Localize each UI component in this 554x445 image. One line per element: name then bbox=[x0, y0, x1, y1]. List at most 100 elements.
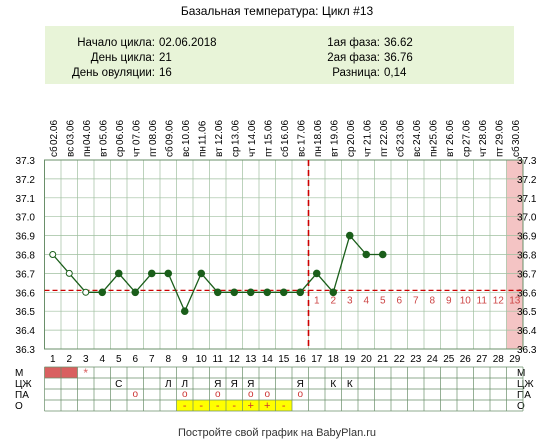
cycle-start-label: Начало цикла: bbox=[77, 37, 155, 49]
y-tick-label-left: 36.4 bbox=[16, 326, 36, 337]
weekday-label: вс bbox=[65, 147, 76, 157]
day-number: 29 bbox=[509, 354, 521, 365]
ovulation-test-mark: - bbox=[232, 400, 236, 412]
luteal-day-number: 11 bbox=[477, 295, 488, 306]
date-label: 17.06 bbox=[296, 120, 307, 145]
date-label: 11.06 bbox=[197, 120, 208, 145]
y-axis-labels: 37.3 37.3 37.2 37.2 37.1 37.1 37.0 37.0 36.9 36.9… bbox=[16, 156, 537, 356]
temperature-point bbox=[114, 269, 123, 278]
weekday-label: пн bbox=[82, 146, 93, 157]
weekday-label: пт bbox=[263, 147, 274, 157]
date-label: 10.06 bbox=[181, 120, 192, 145]
temperature-point bbox=[246, 288, 255, 297]
weekday-label: вс bbox=[412, 147, 423, 157]
date-label: 02.06 bbox=[49, 120, 60, 145]
weekday-label: ср bbox=[346, 146, 357, 157]
weekday-label: вт bbox=[329, 147, 340, 157]
cycle-start-value: 02.06.2018 bbox=[159, 37, 217, 49]
ovulation-day-label: День овуляции: bbox=[72, 67, 155, 79]
luteal-day-number: 6 bbox=[396, 295, 402, 306]
luteal-day-number: 12 bbox=[493, 295, 505, 306]
date-label: 27.06 bbox=[461, 120, 472, 145]
weekday-label: ср bbox=[461, 146, 472, 157]
date-label: 14.06 bbox=[247, 120, 258, 145]
row-label-right: О bbox=[517, 401, 525, 412]
weekday-label: сб bbox=[163, 146, 175, 157]
mucus-mark: Я bbox=[247, 379, 254, 390]
ovulation-test-mark: - bbox=[199, 400, 203, 412]
y-tick-label-right: 37.1 bbox=[517, 194, 537, 205]
date-label: 12.06 bbox=[214, 120, 225, 145]
day-number: 18 bbox=[328, 354, 340, 365]
day-number: 19 bbox=[344, 354, 356, 365]
date-label: 09.06 bbox=[164, 120, 175, 145]
day-number: 2 bbox=[66, 354, 72, 365]
date-label: 04.06 bbox=[82, 120, 93, 145]
date-label: 29.06 bbox=[494, 120, 505, 145]
day-number-labels: 1 2 3 4 5 6 7 8 9 10 11 12 13 14 15 16 17 18 19 20 21 22 23 24 2… bbox=[50, 354, 521, 365]
day-number: 24 bbox=[427, 354, 439, 365]
row-label-left: ПА bbox=[15, 390, 29, 401]
weekday-label: ср bbox=[115, 146, 126, 157]
temperature-series bbox=[49, 231, 387, 316]
weekday-label: чт bbox=[478, 147, 489, 157]
weekday-label: вт bbox=[98, 147, 109, 157]
luteal-phase-numbers: 1 2 3 4 5 6 7 8 9 10 11 12 13 bbox=[314, 295, 521, 306]
row-label-right: ЦЖ bbox=[517, 379, 534, 390]
temperature-point bbox=[263, 288, 272, 297]
date-label: 24.06 bbox=[412, 120, 423, 145]
weekday-label: вс bbox=[181, 147, 192, 157]
weekday-label: сб bbox=[48, 146, 60, 157]
y-tick-label-left: 36.5 bbox=[16, 307, 36, 318]
menstruation-cell bbox=[44, 367, 61, 378]
temperature-point bbox=[49, 251, 57, 258]
temperature-point bbox=[279, 288, 288, 297]
day-number: 9 bbox=[182, 354, 188, 365]
weekday-label: вт bbox=[445, 147, 456, 157]
temperature-point bbox=[82, 288, 90, 296]
ovulation-test-mark: - bbox=[282, 400, 286, 412]
cycle-info-panel: Начало цикла: 02.06.2018 День цикла: 21 … bbox=[45, 26, 514, 84]
date-label: 22.06 bbox=[379, 120, 390, 145]
mucus-mark: Л bbox=[181, 379, 188, 390]
temperature-point bbox=[164, 269, 173, 278]
date-label: 08.06 bbox=[148, 120, 159, 145]
date-label: 18.06 bbox=[313, 120, 324, 145]
date-label: 07.06 bbox=[131, 120, 142, 145]
menstruation-cell bbox=[61, 367, 78, 378]
weekday-label: вт bbox=[214, 147, 225, 157]
date-label: 23.06 bbox=[395, 120, 406, 145]
day-number: 5 bbox=[116, 354, 122, 365]
day-number: 10 bbox=[196, 354, 208, 365]
y-tick-label-left: 36.9 bbox=[16, 232, 36, 243]
phase2-label: 2ая фаза: bbox=[327, 52, 380, 64]
date-label: 26.06 bbox=[445, 120, 456, 145]
footer-link[interactable]: Постройте свой график на BabyPlan.ru bbox=[178, 427, 376, 439]
weekday-label: пн bbox=[428, 146, 439, 157]
ovulation-day-value: 16 bbox=[159, 67, 172, 79]
date-labels: 02.06 03.06 04.06 05.06 06.06 07.06 08.06 09.06… bbox=[48, 120, 522, 157]
luteal-day-number: 4 bbox=[363, 295, 369, 306]
date-label: 28.06 bbox=[478, 120, 489, 145]
day-number: 8 bbox=[165, 354, 171, 365]
weekday-label: чт bbox=[247, 147, 258, 157]
plot-grid bbox=[44, 159, 524, 350]
intercourse-mark: о bbox=[264, 389, 270, 400]
day-number: 25 bbox=[443, 354, 455, 365]
intercourse-mark: о bbox=[132, 389, 138, 400]
weekday-label: чт bbox=[362, 147, 373, 157]
day-number: 26 bbox=[460, 354, 472, 365]
temperature-point bbox=[230, 288, 239, 297]
day-number: 6 bbox=[132, 354, 138, 365]
temperature-point bbox=[180, 307, 189, 316]
star-marker: * bbox=[83, 366, 88, 380]
weekday-label: вс bbox=[296, 147, 307, 157]
luteal-day-number: 10 bbox=[460, 295, 472, 306]
y-tick-label-right: 37.0 bbox=[517, 213, 537, 224]
day-number: 23 bbox=[410, 354, 422, 365]
mucus-mark: Л bbox=[165, 379, 172, 390]
date-label: 20.06 bbox=[346, 120, 357, 145]
y-tick-label-right: 36.8 bbox=[517, 251, 537, 262]
luteal-day-number: 7 bbox=[413, 295, 419, 306]
difference-value: 0,14 bbox=[384, 67, 407, 79]
